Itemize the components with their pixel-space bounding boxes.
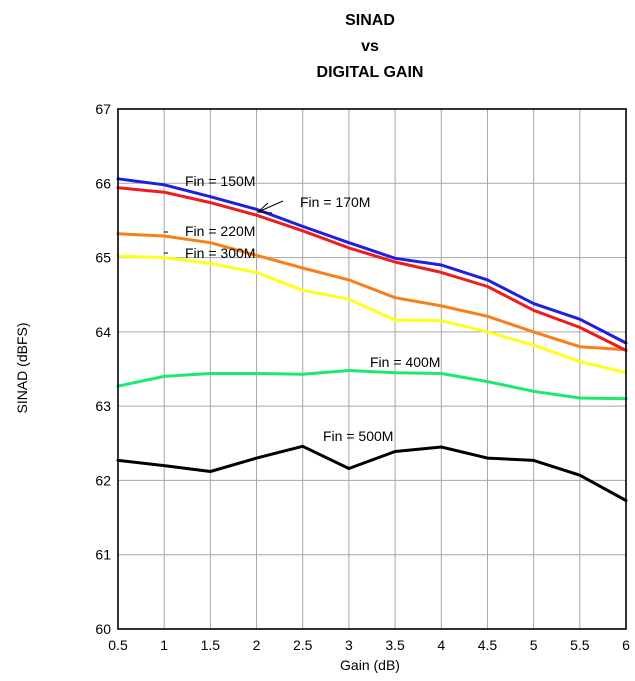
annotation-fin-150m: Fin = 150M: [185, 173, 255, 189]
x-tick-label: 1.5: [201, 637, 221, 653]
y-tick-label: 60: [95, 621, 111, 637]
series-line-fin-220m: [116, 232, 628, 352]
x-tick-label: 3.5: [385, 637, 405, 653]
x-axis-label: Gain (dB): [340, 657, 400, 673]
x-tick-label: 0.5: [108, 637, 128, 653]
annotation-fin-220m: Fin = 220M: [185, 223, 255, 239]
annotation-fin-400m: Fin = 400M: [370, 354, 440, 370]
y-axis-tick-labels: 60 61 62 63 64 65 66 67: [95, 101, 111, 637]
y-tick-label: 63: [95, 398, 111, 414]
chart-title: SINAD vs DIGITAL GAIN: [317, 12, 424, 81]
x-tick-label: 6: [622, 637, 630, 653]
series-line-fin-170m: [116, 186, 628, 352]
series-line-fin-300m: [116, 254, 628, 375]
chart-title-line-3: DIGITAL GAIN: [317, 64, 424, 81]
annotation-fin-300m: Fin = 300M: [185, 245, 255, 261]
annotation-leader-170m: [257, 200, 284, 213]
chart-title-line-2: vs: [361, 38, 379, 55]
annotation-arrowhead-170m: [256, 202, 273, 214]
y-tick-label: 61: [95, 547, 111, 563]
series-annotations: Fin = 150M Fin = 170M Fin = 220M Fin = 3…: [164, 173, 440, 444]
plot-area-border: [117, 108, 627, 630]
y-tick-label: 66: [95, 175, 111, 191]
annotation-fin-500m: Fin = 500M: [323, 428, 393, 444]
series-line-fin-150m: [116, 177, 628, 345]
x-tick-label: 5.5: [570, 637, 590, 653]
x-tick-label: 5: [530, 637, 538, 653]
y-tick-label: 67: [95, 101, 111, 117]
x-tick-label: 1: [160, 637, 168, 653]
x-tick-label: 2: [253, 637, 261, 653]
x-tick-label: 3: [345, 637, 353, 653]
annotation-fin-170m: Fin = 170M: [300, 194, 370, 210]
y-tick-label: 65: [95, 250, 111, 266]
chart-title-line-1: SINAD: [345, 12, 395, 29]
x-tick-label: 4: [437, 637, 445, 653]
x-tick-label: 2.5: [293, 637, 313, 653]
x-tick-label: 4.5: [478, 637, 498, 653]
y-tick-label: 64: [95, 324, 111, 340]
x-axis-tick-labels: 0.5 1 1.5 2 2.5 3 3.5 4 4.5 5 5.5 6: [108, 637, 630, 653]
y-axis-label: SINAD (dBFS): [14, 322, 30, 413]
series-line-fin-400m: [116, 369, 628, 401]
series-layer: [116, 177, 628, 502]
y-tick-label: 62: [95, 472, 111, 488]
series-line-fin-500m: [116, 444, 628, 502]
